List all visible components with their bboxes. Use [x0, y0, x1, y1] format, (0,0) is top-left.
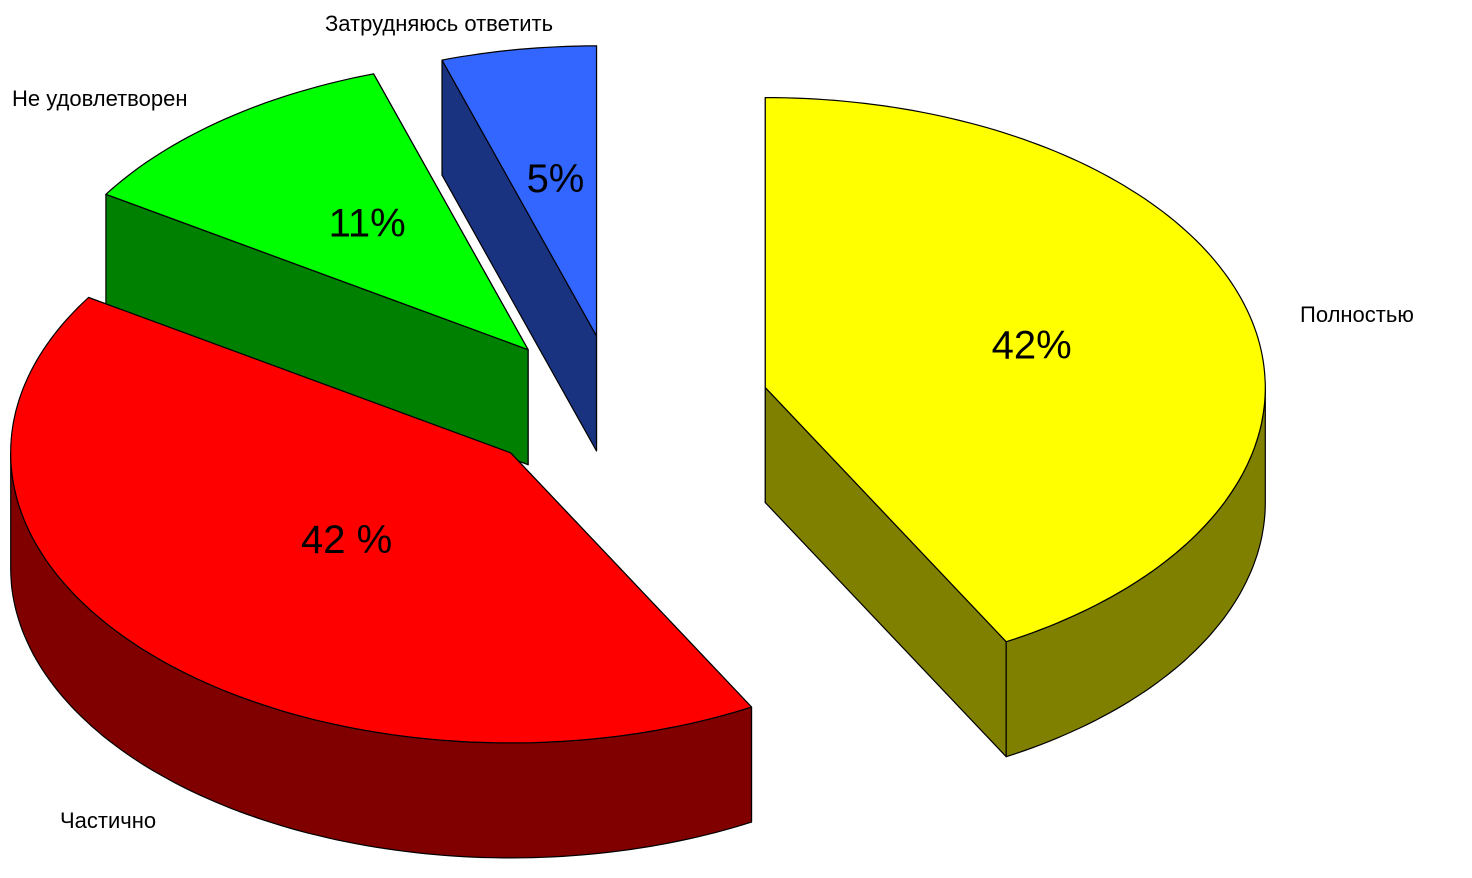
- slice: [764, 97, 1266, 758]
- slice: [441, 45, 598, 452]
- slice-top: [441, 45, 598, 337]
- category-label: Полностью: [1300, 302, 1414, 327]
- slice-top: [10, 296, 753, 744]
- slice-top: [764, 97, 1266, 643]
- category-label: Частично: [60, 808, 156, 833]
- value-label: 42 %: [301, 518, 392, 562]
- slice: [105, 73, 529, 466]
- category-label: Затрудняюсь ответить: [325, 11, 553, 36]
- value-label: 42%: [992, 323, 1072, 367]
- slice: [10, 296, 753, 859]
- slice-top: [105, 73, 529, 351]
- value-label: 11%: [329, 202, 406, 246]
- category-label: Не удовлетворен: [12, 86, 187, 111]
- value-label: 5%: [527, 157, 585, 201]
